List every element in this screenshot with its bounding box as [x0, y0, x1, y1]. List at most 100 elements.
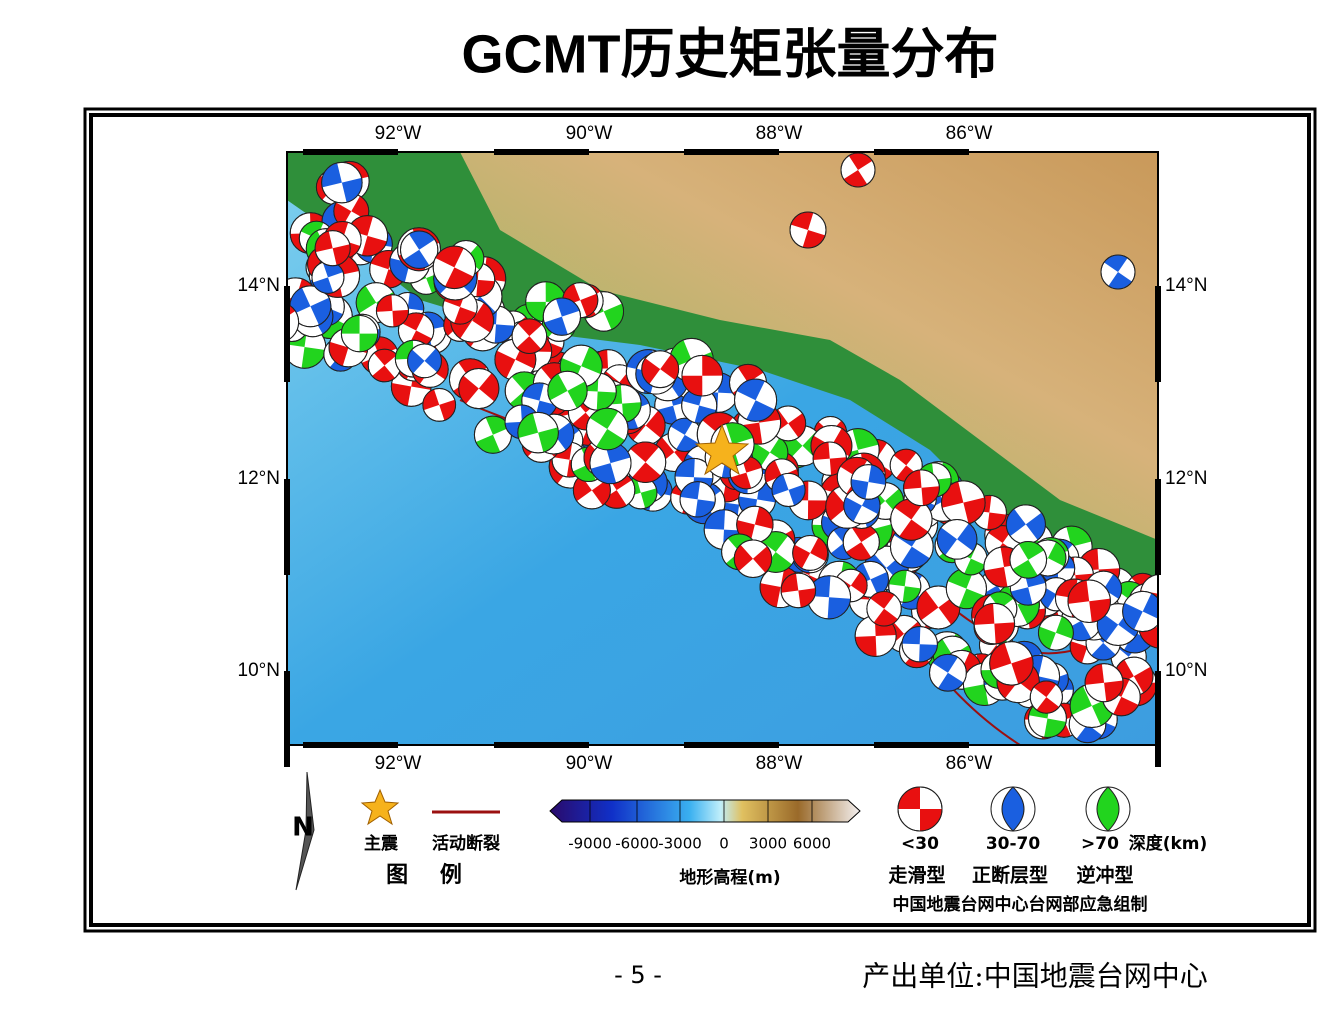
colorbar-tick-label: 3000 [749, 835, 787, 853]
ball-quadrant [984, 566, 1008, 588]
ball-quadrant [900, 546, 930, 569]
ball-quadrant [660, 354, 679, 381]
ball-quadrant [1139, 626, 1158, 648]
ball-quadrant [253, 326, 276, 343]
ball-quadrant [727, 533, 753, 552]
ball-quadrant [916, 590, 939, 621]
lon-label-top: 92°W [375, 123, 422, 144]
ball-quadrant [573, 475, 592, 502]
ball-quadrant [511, 371, 539, 391]
ball-quadrant [903, 469, 922, 490]
ball-quadrant [843, 170, 868, 187]
ball-quadrant [407, 292, 424, 311]
ball-outline [1067, 579, 1111, 624]
ball-quadrant [989, 591, 1014, 609]
ball-quadrant [591, 479, 611, 506]
depth-label: 30-70 [986, 834, 1041, 854]
ball-quadrant [840, 457, 868, 478]
ball-quadrant [769, 437, 788, 463]
ball-quadrant [1122, 602, 1143, 630]
ball-quadrant [408, 231, 435, 250]
ball-quadrant [494, 324, 515, 344]
ball-quadrant [545, 281, 566, 302]
ball-quadrant [1133, 666, 1153, 693]
ball-quadrant [870, 591, 895, 609]
ball-quadrant [547, 373, 568, 401]
fault-label: 活动断裂 [432, 833, 500, 854]
ball-outline [1100, 254, 1136, 290]
ball-quadrant [898, 787, 920, 809]
ball-lens [1096, 786, 1120, 832]
colorbar-tick-label: -3000 [658, 835, 702, 853]
ball-quadrant [589, 408, 619, 430]
credit: 中国地震台网中心台网部应急组制 [893, 894, 1148, 915]
ball-quadrant [289, 287, 311, 315]
ball-quadrant [807, 500, 828, 520]
ball-quadrant [695, 499, 716, 517]
ball-quadrant [704, 509, 726, 530]
ball-outline [397, 227, 441, 272]
ball-quadrant [567, 381, 588, 409]
ball-quadrant [553, 422, 574, 451]
ball-quadrant [1097, 612, 1119, 642]
ball-outline [903, 469, 940, 507]
highland [460, 152, 1158, 540]
ball-quadrant [315, 231, 333, 253]
ball-quadrant [1044, 718, 1067, 738]
colorbar-tick-label: -9000 [568, 835, 612, 853]
ball-outline [850, 464, 887, 500]
ball-outline [679, 481, 716, 518]
lat-label-left: 10°N [238, 660, 280, 681]
ball-outline [780, 572, 817, 609]
ball-quadrant [391, 382, 412, 407]
ball-quadrant [525, 301, 546, 322]
ball-quadrant [846, 542, 872, 561]
ball-quadrant [829, 457, 847, 476]
ball-quadrant [1103, 574, 1122, 599]
ball-quadrant [645, 410, 666, 438]
frame-tick [1155, 671, 1161, 767]
ball-quadrant [517, 318, 543, 337]
ball-quadrant [827, 597, 851, 619]
ball-quadrant [403, 249, 430, 269]
ball-quadrant [478, 373, 499, 402]
ball-quadrant [435, 246, 464, 268]
ball-quadrant [1038, 626, 1056, 650]
ball-quadrant [466, 244, 484, 270]
ball-outline [1009, 541, 1048, 579]
ball-quadrant [737, 364, 764, 383]
ball-quadrant [601, 490, 627, 509]
colorbar-tick-label: -6000 [615, 835, 659, 853]
ball-quadrant [1033, 681, 1057, 698]
ball-quadrant [641, 358, 661, 385]
ball-outline [511, 318, 548, 354]
ball-outline [989, 641, 1034, 686]
ball-quadrant [1142, 593, 1158, 619]
ball-quadrant [919, 644, 938, 662]
ball-quadrant [472, 302, 494, 333]
ball-quadrant [1066, 526, 1092, 547]
ball-outline [897, 786, 943, 832]
ball-quadrant [848, 153, 873, 170]
producer: 产出单位:中国地震台网中心 [862, 960, 1207, 993]
ball-quadrant [494, 350, 516, 379]
frame-tick [684, 149, 779, 155]
ball-outline [248, 309, 281, 342]
ball-outline [641, 350, 680, 389]
ball-quadrant [1104, 680, 1124, 702]
ball-quadrant [963, 684, 989, 706]
ball-quadrant [763, 552, 792, 573]
legend-star [360, 788, 400, 826]
ball-outline [866, 591, 902, 627]
map [248, 152, 1158, 745]
ball-quadrant [516, 336, 542, 354]
ball-quadrant [702, 412, 734, 435]
ball-quadrant [855, 635, 877, 657]
frame-tick [303, 149, 398, 155]
ball-quadrant [899, 519, 929, 541]
colorbar-label: 地形高程(m) [679, 867, 780, 888]
ball-quadrant [902, 586, 921, 603]
ball-quadrant [810, 537, 828, 562]
ball-quadrant [868, 464, 886, 485]
